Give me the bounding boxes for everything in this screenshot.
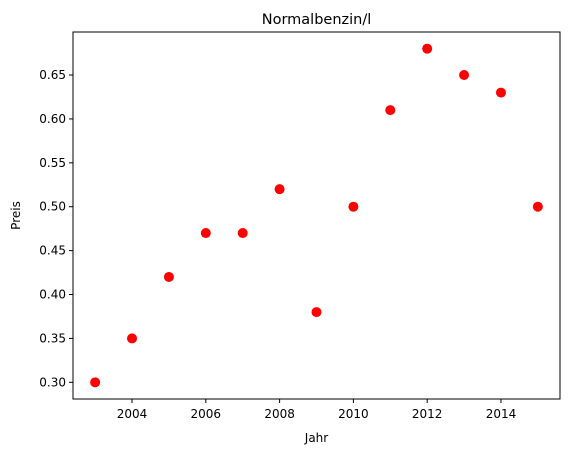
data-point — [459, 70, 470, 81]
data-point — [127, 333, 138, 344]
y-tick-label: 0.60 — [39, 112, 66, 126]
chart-title: Normalbenzin/l — [262, 12, 372, 28]
data-points — [90, 43, 543, 388]
data-point — [495, 87, 506, 98]
data-point — [200, 228, 211, 239]
y-tick-label: 0.50 — [39, 200, 66, 214]
data-point — [311, 307, 322, 318]
y-axis-label: Preis — [9, 201, 23, 230]
x-tick-label: 2008 — [264, 407, 295, 421]
x-tick-label: 2004 — [117, 407, 148, 421]
y-tick-label: 0.40 — [39, 288, 66, 302]
data-point — [90, 377, 101, 388]
plot-frame — [72, 31, 561, 400]
data-point — [237, 228, 248, 239]
data-point — [385, 105, 396, 116]
y-tick-label: 0.45 — [39, 244, 66, 258]
y-tick-label: 0.35 — [39, 331, 66, 345]
data-point — [274, 184, 285, 195]
data-point — [163, 271, 174, 282]
y-axis-ticks: 0.30 0.35 0.40 0.45 0.50 0.55 0.60 0.65 — [39, 68, 73, 389]
y-tick-label: 0.30 — [39, 375, 66, 389]
data-point — [348, 201, 359, 212]
x-tick-label: 2014 — [486, 407, 517, 421]
x-tick-label: 2012 — [412, 407, 443, 421]
data-point — [422, 43, 433, 54]
y-tick-label: 0.55 — [39, 156, 66, 170]
x-axis-ticks: 2004 2006 2008 2010 2012 2014 — [117, 399, 516, 421]
data-point — [532, 201, 543, 212]
x-tick-label: 2006 — [191, 407, 222, 421]
x-tick-label: 2010 — [338, 407, 369, 421]
y-tick-label: 0.65 — [39, 68, 66, 82]
x-axis-label: Jahr — [304, 431, 328, 445]
